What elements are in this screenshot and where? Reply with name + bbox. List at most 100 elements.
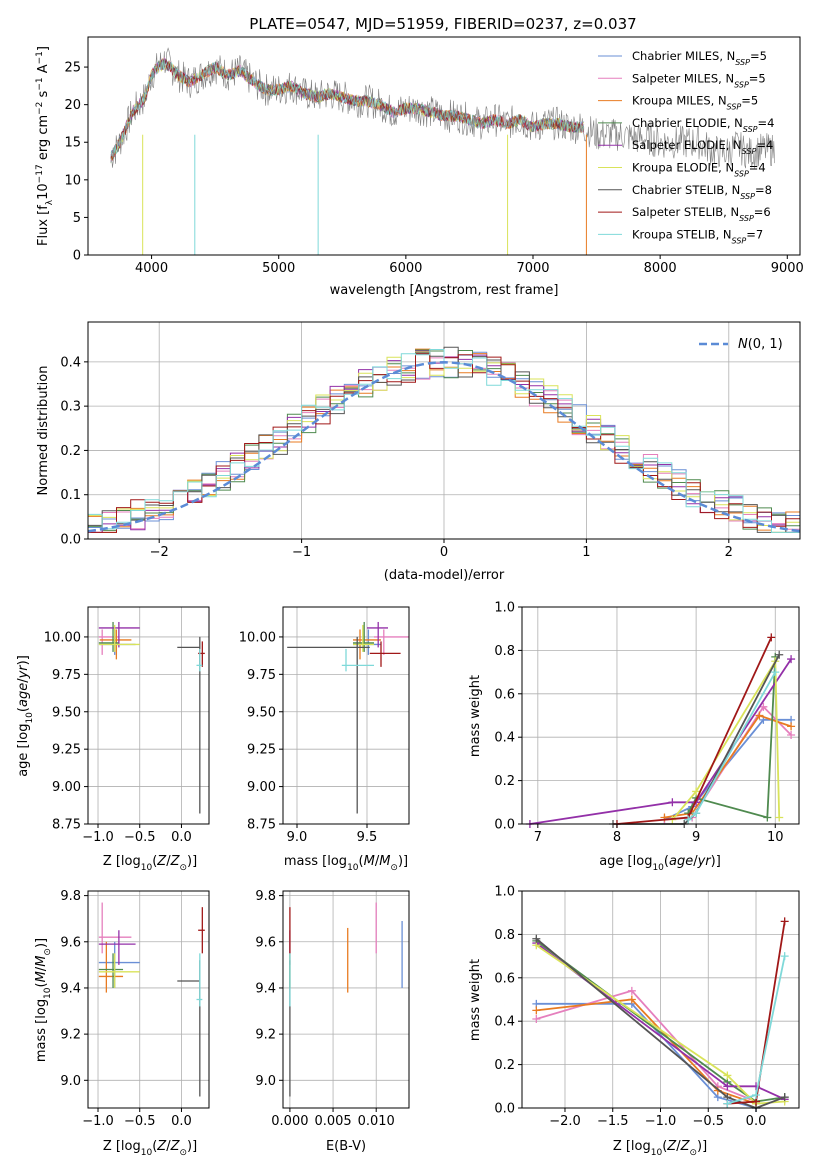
y-tick-label: 9.50 — [52, 705, 81, 720]
y-tick-label: 0.1 — [60, 488, 81, 503]
mass-weight-marker — [780, 1093, 789, 1102]
x-axis-label: age [log10(age/yr)] — [599, 854, 721, 873]
residual-histogram — [88, 351, 800, 533]
y-axis-label: Flux [fλ10−17 erg cm−2 s−1 A−1] — [35, 46, 55, 246]
x-tick-label: −1.5 — [597, 1114, 629, 1129]
x-tick-label: −1 — [292, 545, 311, 560]
axes-frame — [521, 606, 800, 825]
y-tick-label: 9.00 — [52, 780, 81, 795]
mass-weight-marker — [532, 1015, 541, 1024]
y-tick-label: 9.2 — [255, 1028, 276, 1043]
mass-weight-marker — [532, 934, 541, 943]
x-tick-label: 2 — [725, 545, 733, 560]
axes-frame — [87, 890, 210, 1109]
x-tick-label: 0.0 — [746, 1114, 767, 1129]
x-tick-label: −2 — [150, 545, 169, 560]
y-tick-label: 0.8 — [494, 644, 515, 659]
x-tick-label: 5000 — [262, 261, 295, 276]
y-axis-label: Normed distribution — [36, 366, 51, 496]
y-tick-label: 0.4 — [494, 731, 515, 746]
x-tick-label: 7 — [534, 830, 542, 845]
mass-weight-marker — [627, 995, 636, 1004]
mass-weight-marker — [532, 1006, 541, 1015]
legend-label: Chabrier STELIB, NSSP=8 — [632, 183, 772, 201]
mass-weight-marker — [759, 702, 768, 711]
x-tick-label: −1.0 — [645, 1114, 677, 1129]
mass-weight-marker — [780, 952, 789, 961]
plots: 4000 5000 6000 7000 8000 90000510152025wavele… — [16, 36, 804, 1158]
x-axis-label: Z [log10(Z/Z⊙)] — [103, 1139, 197, 1158]
legend-label: Chabrier ELODIE, NSSP=4 — [632, 116, 774, 133]
plot-area — [98, 621, 205, 814]
y-tick-label: 0 — [73, 249, 81, 264]
x-tick-label: −1.0 — [82, 830, 114, 845]
plot-area — [98, 902, 205, 1097]
mass-weight-marker — [775, 813, 784, 822]
residual-panel: −2 −1 0 1 2 0.0 0.1 0.2 0.3 0.4 N(0, 1) (data-model… — [36, 321, 801, 583]
mass-weight-marker — [668, 798, 677, 807]
y-tick-label: 25 — [64, 61, 81, 76]
x-tick-label: 8 — [613, 830, 621, 845]
y-tick-label: 9.25 — [52, 743, 81, 758]
mass-weight-line — [529, 658, 792, 825]
spectrum-panel: 4000 5000 6000 7000 8000 9000 0 5 10 15 20 25 wavele… — [35, 36, 804, 298]
legend-label: Kroupa MILES, NSSP=5 — [632, 94, 758, 112]
x-tick-label: −0.5 — [124, 830, 156, 845]
x-tick-label: 9.5 — [357, 830, 378, 845]
mass-weight-line — [536, 998, 757, 1105]
mass-weight-marker — [723, 1099, 732, 1108]
mass-weight-marker — [775, 650, 784, 659]
legend-label: Salpeter ELODIE, NSSP=4 — [632, 138, 773, 156]
legend-label: Kroupa ELODIE, NSSP=4 — [632, 161, 766, 179]
mass-weight-marker — [692, 809, 701, 818]
mass-weight-line — [671, 658, 781, 821]
y-tick-label: 10.00 — [44, 630, 81, 645]
mass-weight-marker — [723, 1082, 732, 1091]
y-tick-label: 0.2 — [60, 444, 81, 459]
x-tick-label: 0.000 — [271, 1114, 308, 1129]
x-tick-label: −2.0 — [549, 1114, 581, 1129]
mass-weight-marker — [787, 722, 796, 731]
y-tick-label: 8.75 — [52, 818, 81, 833]
y-tick-label: 0.2 — [494, 1058, 515, 1073]
y-axis-label: mass weight — [468, 959, 483, 1041]
mass-weight-line — [664, 714, 792, 819]
plot-area — [287, 621, 409, 814]
y-axis-label: age [log10(age/yr)] — [16, 655, 35, 777]
mass-weight-marker — [780, 917, 789, 926]
y-tick-label: 9.00 — [247, 780, 276, 795]
legend-label: N(0, 1) — [738, 337, 783, 352]
y-tick-label: 20 — [64, 98, 81, 113]
y-tick-label: 0.0 — [494, 1102, 515, 1117]
age-vs-z-panel: −1.0 −0.5 0.0 8.75 9.00 9.25 9.50 9.75 10.00 Z [l… — [16, 606, 210, 873]
x-axis-label: Z [log10(Z/Z⊙)] — [613, 1139, 707, 1158]
y-tick-label: 9.4 — [60, 981, 81, 996]
mass-weight-marker — [771, 668, 780, 677]
weight-vs-z-panel: −2.0 −1.5 −1.0 −0.5 0.0 0.0 0.2 0.4 0.6 0.8 1.0 Z [… — [468, 885, 800, 1158]
plot-area — [110, 47, 775, 255]
y-tick-label: 9.75 — [247, 668, 276, 683]
axes-frame — [87, 36, 801, 256]
x-tick-label: 7000 — [516, 261, 549, 276]
y-tick-label: 5 — [73, 211, 81, 226]
y-tick-label: 9.8 — [60, 889, 81, 904]
model-spectrum-line — [110, 59, 585, 161]
x-tick-label: 6000 — [389, 261, 422, 276]
mass-weight-marker — [787, 731, 796, 740]
mass-weight-marker — [684, 815, 693, 824]
mass-weight-marker — [752, 1090, 761, 1099]
y-tick-label: 9.4 — [255, 981, 276, 996]
weight-vs-age-panel: 7 8 9 10 0.0 0.2 0.4 0.6 0.8 1.0 age [log10(age/yr… — [468, 601, 800, 873]
mass-weight-line — [535, 942, 786, 1101]
y-tick-label: 9.25 — [247, 743, 276, 758]
x-tick-label: 4000 — [135, 261, 168, 276]
axes-frame — [521, 890, 800, 1109]
y-tick-label: 0.4 — [494, 1015, 515, 1030]
axes-frame — [87, 606, 210, 825]
x-tick-label: 0.010 — [358, 1114, 395, 1129]
x-tick-label: 0 — [440, 545, 448, 560]
age-vs-mass-panel: 9.0 9.5 8.75 9.00 9.25 9.50 9.75 10.00 mass [log… — [239, 606, 410, 873]
x-axis-label: wavelength [Angstrom, rest frame] — [330, 283, 559, 298]
plot-area — [532, 917, 789, 1112]
